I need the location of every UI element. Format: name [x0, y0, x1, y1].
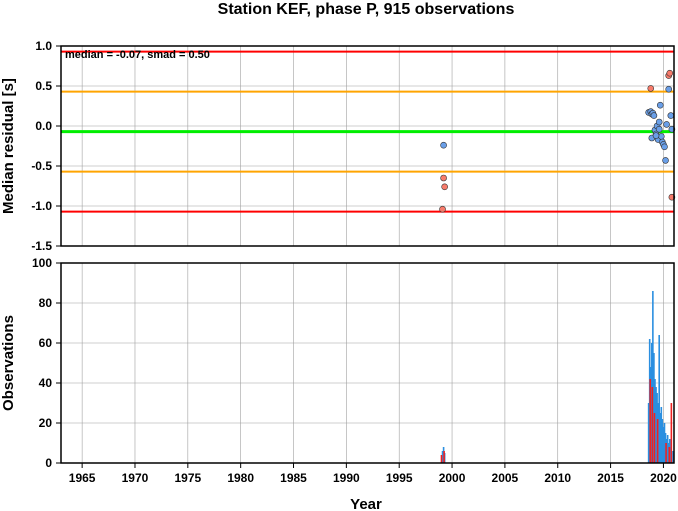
y-tick-label: -1.5	[31, 239, 52, 253]
observations-plot-area	[61, 263, 674, 463]
residual-point	[663, 121, 670, 128]
observation-bar	[440, 455, 443, 463]
y-tick-label: -1.0	[31, 199, 52, 213]
x-tick-label: 2005	[492, 471, 519, 485]
observations-plot-frame	[60, 262, 675, 464]
residual-point	[439, 205, 446, 213]
residual-point	[667, 112, 675, 119]
observation-bar	[656, 419, 659, 463]
residual-plot-frame	[60, 45, 675, 247]
observation-bar	[659, 413, 662, 463]
observations-y-axis-label: Observations	[0, 315, 17, 411]
residual-y-ticks: 1.0 0.5 0.0 -0.5 -1.0 -1.5	[31, 39, 61, 253]
x-tick-label: 2010	[544, 471, 571, 485]
residual-point	[440, 141, 447, 149]
observation-bar	[651, 387, 654, 463]
observation-bar	[670, 403, 673, 463]
residual-point	[655, 118, 663, 126]
residual-point	[665, 85, 673, 93]
median-smad-annotation: median = -0.07, smad = 0.50	[65, 49, 210, 61]
x-tick-label: 1985	[280, 471, 307, 485]
observation-bar	[668, 447, 671, 463]
residual-point	[655, 125, 663, 133]
y-tick-label: 0.0	[35, 119, 52, 133]
y-tick-label: 80	[39, 296, 53, 310]
residual-plot-area	[61, 46, 674, 246]
residual-panel: 1.0 0.5 0.0 -0.5 -1.0 -1.5 median = -0.07, sm…	[0, 39, 676, 253]
y-tick-label: 1.0	[35, 39, 52, 53]
x-tick-label: 2015	[597, 471, 624, 485]
residual-point	[441, 183, 448, 191]
y-tick-label: 0	[45, 456, 52, 470]
residual-point	[662, 157, 669, 164]
y-tick-label: 60	[39, 336, 53, 350]
residual-point	[652, 132, 660, 139]
observation-bars	[440, 291, 674, 463]
x-tick-label: 2000	[439, 471, 466, 485]
residual-reference-lines	[61, 50, 674, 213]
year-x-axis-label: Year	[350, 496, 382, 511]
y-tick-label: 100	[32, 256, 52, 270]
observation-bar	[649, 379, 652, 463]
x-tick-label: 1990	[333, 471, 360, 485]
observations-panel: 0 20 40 60 80 100 1965 1970 1975 1980 1985 1990 199…	[0, 256, 677, 511]
observation-bar	[443, 451, 445, 463]
residual-point	[647, 85, 655, 92]
residual-point	[656, 101, 664, 109]
x-tick-label: 1970	[122, 471, 149, 485]
observation-bar	[672, 451, 674, 463]
y-tick-label: 0.5	[35, 79, 52, 93]
y-tick-label: -0.5	[31, 159, 52, 173]
observation-bar	[653, 353, 655, 463]
observations-y-ticks: 0 20 40 60 80 100	[32, 256, 61, 470]
x-tick-label: 1975	[174, 471, 201, 485]
residual-point	[440, 174, 447, 182]
observation-bar	[652, 291, 654, 463]
y-tick-label: 20	[39, 416, 53, 430]
x-tick-label: 2020	[650, 471, 677, 485]
observation-bar	[653, 413, 656, 463]
observation-bar	[658, 335, 661, 463]
chart-title: Station KEF, phase P, 915 observations	[218, 1, 515, 18]
residual-point	[666, 69, 674, 77]
observation-bar	[660, 407, 663, 463]
y-tick-label: 40	[39, 376, 53, 390]
observation-bar	[663, 423, 666, 463]
observation-bar	[665, 443, 667, 463]
observation-bar	[647, 403, 650, 463]
observation-bar	[666, 435, 669, 463]
residual-point	[650, 112, 658, 119]
residual-points	[439, 69, 676, 213]
residual-point	[661, 143, 668, 151]
residual-y-axis-label: Median residual [s]	[0, 78, 17, 214]
x-tick-label: 1995	[386, 471, 413, 485]
observation-bar	[661, 419, 664, 463]
year-x-ticks: 1965 1970 1975 1980 1985 1990 1995 2000 2005 2010…	[69, 463, 677, 485]
x-tick-label: 1980	[227, 471, 254, 485]
x-tick-label: 1965	[69, 471, 96, 485]
observation-bar	[655, 387, 657, 463]
observation-bar	[441, 451, 444, 463]
observation-bar	[662, 427, 665, 463]
